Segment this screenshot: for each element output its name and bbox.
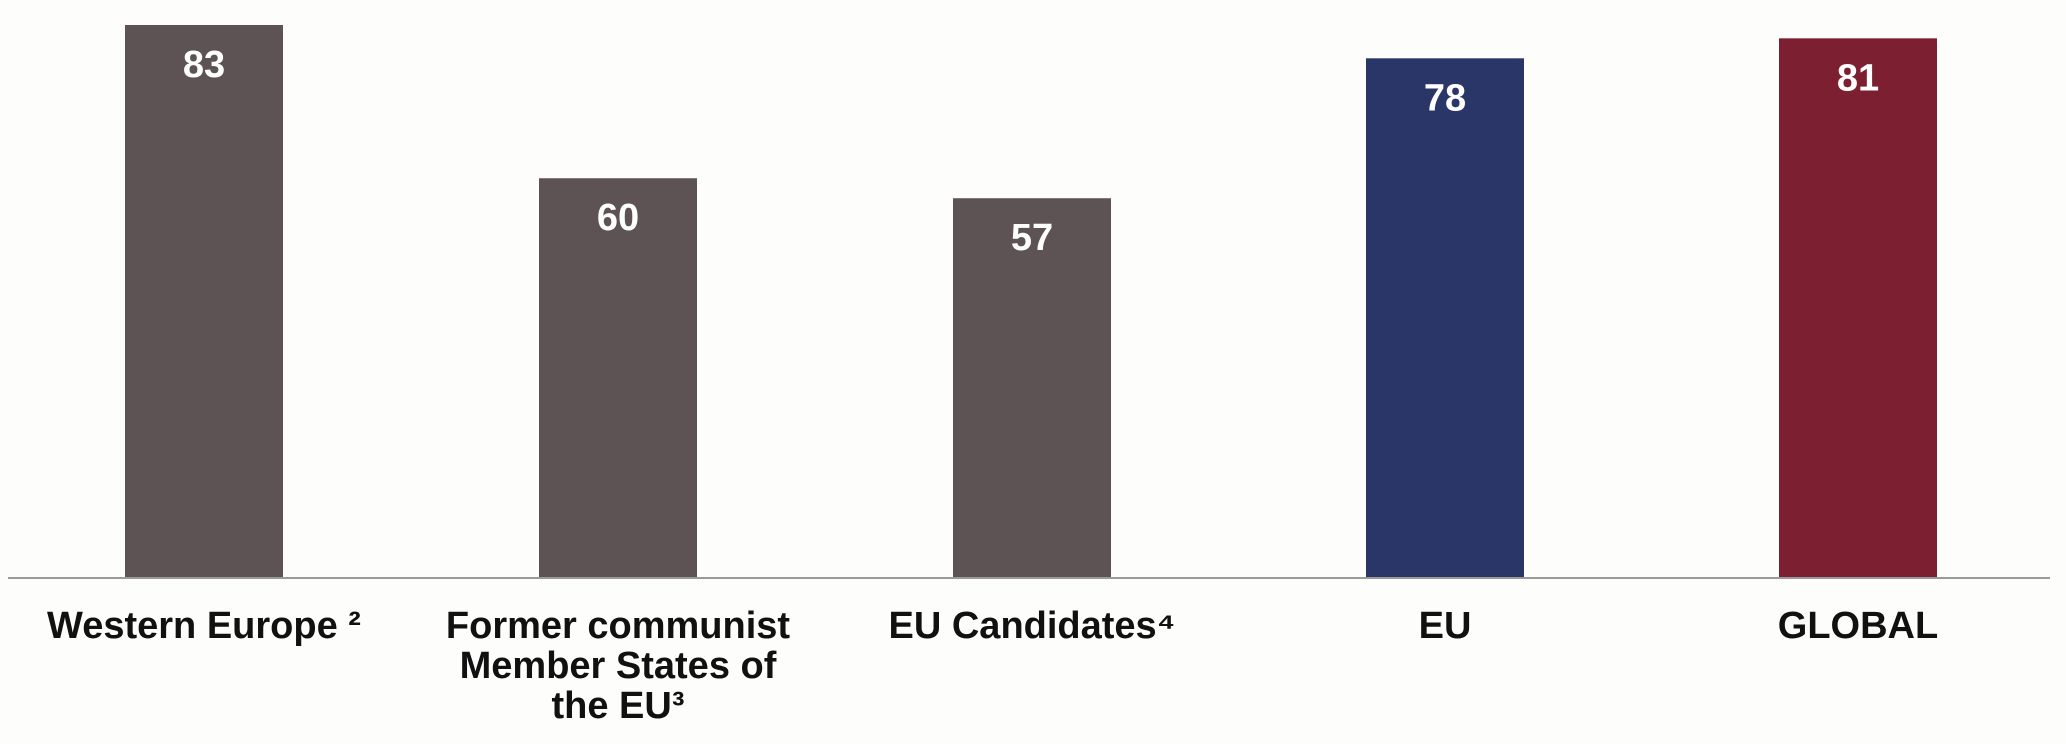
bar-2 — [953, 198, 1111, 578]
category-label-line: GLOBAL — [1778, 605, 1938, 647]
bar-value-label-1: 60 — [597, 197, 639, 239]
category-label-0: Western Europe ² — [47, 605, 361, 647]
bar-value-label-4: 81 — [1837, 57, 1879, 99]
category-label-line: Member States of — [460, 645, 777, 687]
bar-0 — [125, 25, 283, 578]
bars-group: 83 60 57 78 81 — [125, 25, 1937, 579]
category-labels-group: Western Europe ² Former communist Member S… — [47, 605, 1938, 727]
bar-3 — [1366, 58, 1524, 579]
bar-1 — [539, 178, 697, 578]
category-label-line: EU Candidates⁴ — [889, 605, 1176, 647]
category-label-line: EU — [1419, 605, 1472, 647]
bar-value-label-2: 57 — [1011, 217, 1053, 259]
category-label-line: the EU³ — [552, 685, 685, 727]
category-label-3: EU — [1419, 605, 1472, 647]
category-label-2: EU Candidates⁴ — [889, 605, 1176, 647]
bar-4 — [1779, 38, 1937, 578]
category-label-1: Former communist Member States of the EU³ — [446, 605, 791, 727]
category-label-4: GLOBAL — [1778, 605, 1938, 647]
category-label-line: Former communist — [446, 605, 791, 647]
bar-value-label-0: 83 — [183, 44, 225, 86]
bar-value-label-3: 78 — [1424, 77, 1466, 119]
category-label-line: Western Europe ² — [47, 605, 361, 647]
